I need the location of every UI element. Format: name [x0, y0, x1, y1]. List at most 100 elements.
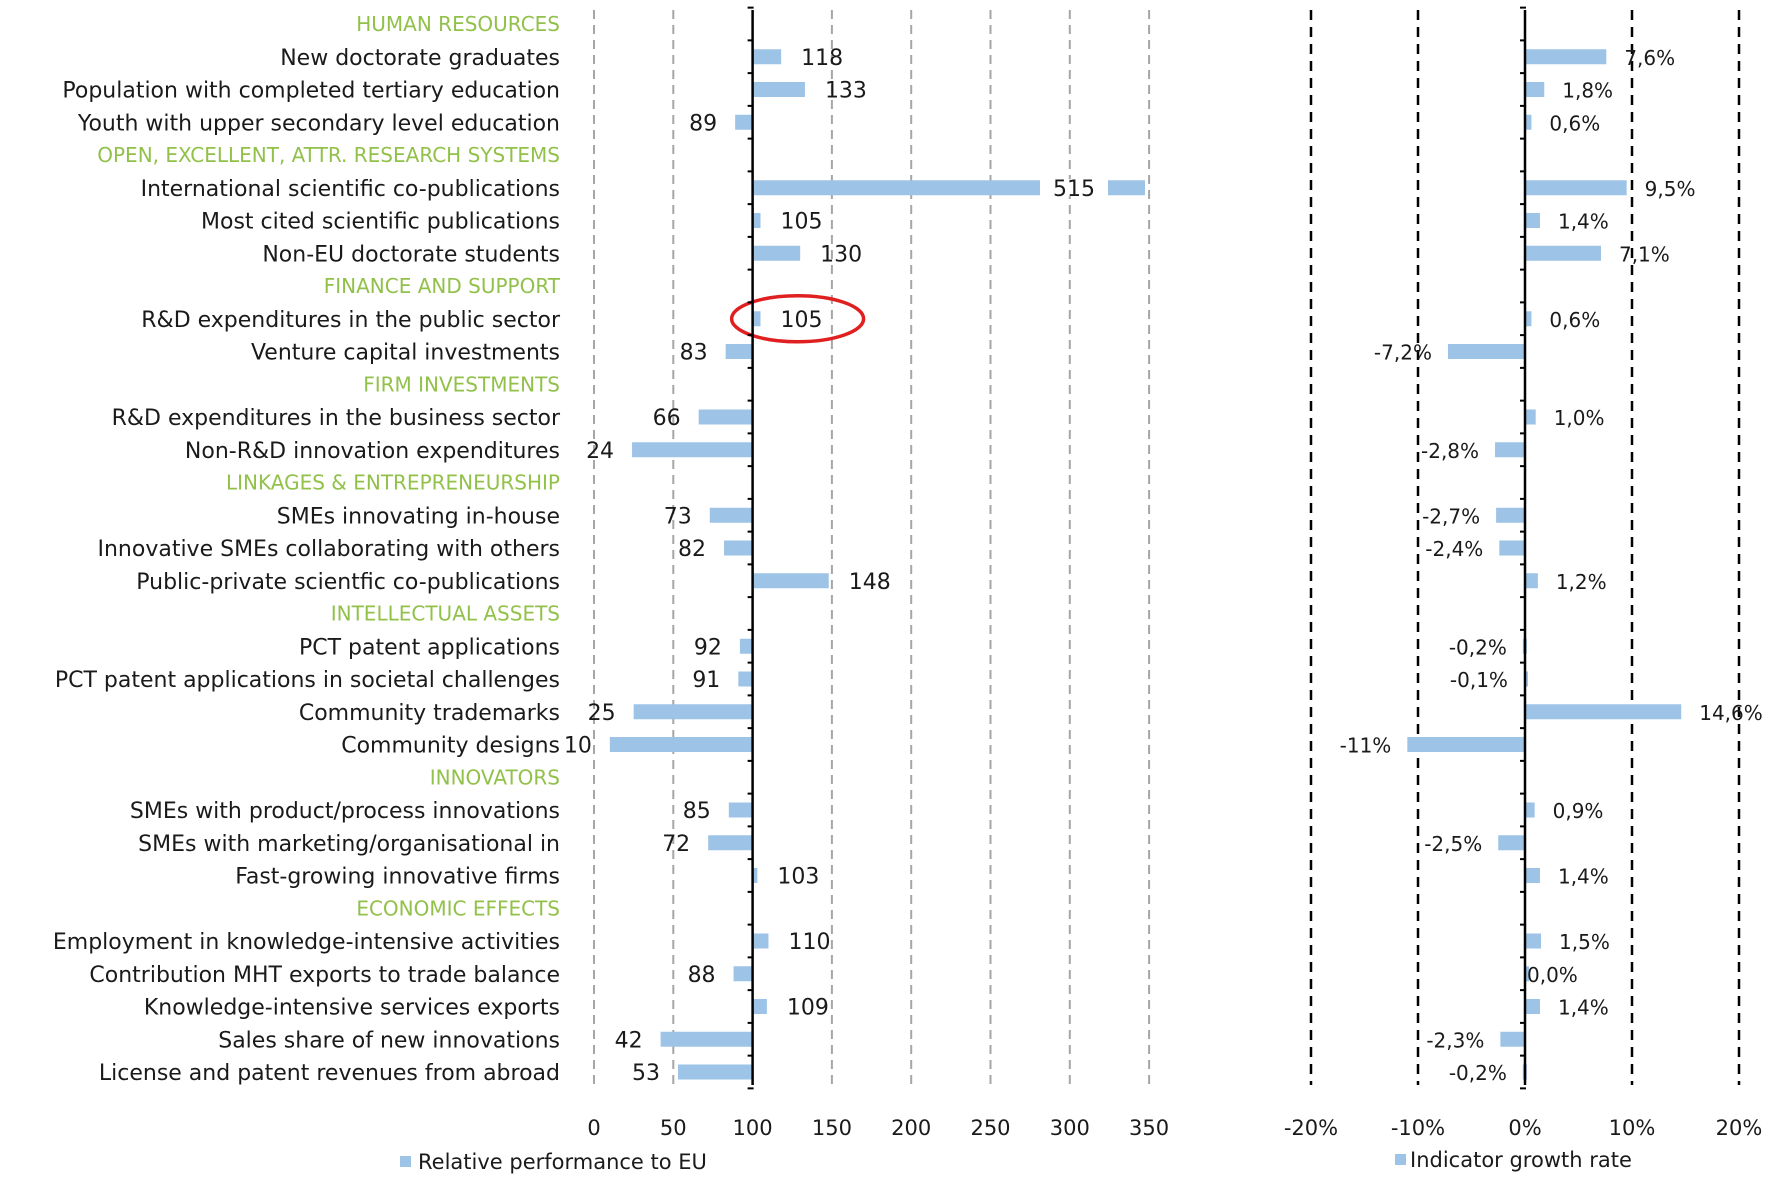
bars-layer	[609, 49, 1682, 1080]
growth-value-label: -0,2%	[1449, 635, 1507, 659]
perf-bar	[752, 573, 829, 589]
row-label: Non-R&D innovation expenditures	[185, 439, 560, 464]
growth-value-label: 1,5%	[1559, 930, 1610, 954]
growth-bar	[1495, 442, 1525, 458]
growth-bar	[1525, 704, 1682, 720]
perf-bar	[728, 802, 753, 818]
growth-value-label: -11%	[1340, 734, 1392, 758]
section-label: INNOVATORS	[430, 765, 560, 789]
highlight-circle	[729, 294, 866, 344]
row-label: Public-private scientfic co-publications	[136, 570, 560, 595]
row-label: PCT patent applications in societal chal…	[55, 668, 560, 693]
perf-value-label: 89	[689, 111, 717, 136]
growth-bar	[1499, 540, 1525, 556]
growth-value-label: -0,1%	[1450, 668, 1508, 692]
growth-value-label: -2,4%	[1425, 537, 1483, 561]
perf-value-label: 118	[801, 46, 843, 71]
perf-bar	[752, 213, 761, 228]
growth-value-label: 1,4%	[1558, 996, 1609, 1020]
row-label: Population with completed tertiary educa…	[62, 79, 560, 104]
growth-bar	[1525, 245, 1601, 261]
perf-value-label: 103	[777, 865, 819, 890]
row-label: SMEs with marketing/organisational in	[138, 832, 560, 857]
right-legend-swatch	[1395, 1154, 1406, 1165]
growth-bar	[1407, 737, 1525, 752]
perf-value-label: 92	[694, 635, 722, 660]
row-label: Most cited scientific publications	[201, 210, 560, 235]
growth-value-label: -2,8%	[1421, 439, 1479, 463]
growth-value-label: 1,8%	[1562, 79, 1613, 103]
perf-value-label: 25	[588, 701, 616, 726]
perf-bar	[633, 704, 753, 720]
row-label: Employment in knowledge-intensive activi…	[53, 930, 560, 955]
section-label: FIRM INVESTMENTS	[363, 372, 560, 396]
perf-value-label: 83	[680, 341, 708, 366]
section-label: LINKAGES & ENTREPRENEURSHIP	[226, 471, 560, 495]
growth-value-label: 1,0%	[1554, 406, 1605, 430]
left-tick-label: 0	[587, 1116, 600, 1140]
perf-value-label: 66	[653, 406, 681, 431]
growth-bar	[1525, 213, 1540, 228]
perf-bar	[709, 507, 753, 523]
left-tick-label: 100	[733, 1116, 773, 1140]
growth-bar	[1447, 344, 1525, 359]
row-label: Youth with upper secondary level educati…	[77, 111, 560, 136]
left-tick-label: 200	[891, 1116, 931, 1140]
row-label: Innovative SMEs collaborating with other…	[97, 537, 560, 562]
left-tick-label: 250	[970, 1116, 1010, 1140]
perf-bar	[725, 344, 753, 359]
perf-bar	[698, 409, 753, 425]
grid-layer	[593, 10, 1741, 1085]
perf-bar	[738, 671, 753, 687]
perf-bar	[752, 245, 801, 261]
row-label: Sales share of new innovations	[218, 1028, 560, 1053]
perf-value-label: 10	[564, 734, 592, 759]
perf-bar	[752, 311, 761, 327]
perf-value-label: 85	[683, 799, 711, 824]
growth-bar	[1500, 1031, 1525, 1047]
growth-value-label: 7,6%	[1624, 46, 1675, 70]
growth-value-label: 1,4%	[1558, 865, 1609, 889]
perf-bar	[660, 1031, 753, 1047]
perf-value-label: 73	[664, 504, 692, 529]
right-tick-label: -10%	[1391, 1116, 1445, 1140]
perf-value-label: 148	[849, 570, 891, 595]
growth-value-label: -7,2%	[1374, 341, 1432, 365]
left-tick-label: 50	[660, 1116, 687, 1140]
growth-bar	[1525, 409, 1536, 425]
left-tick-label: 300	[1050, 1116, 1090, 1140]
row-label: License and patent revenues from abroad	[99, 1061, 560, 1086]
growth-bar	[1525, 82, 1545, 97]
left-legend-label: Relative performance to EU	[418, 1150, 707, 1174]
growth-bar	[1525, 573, 1538, 589]
row-label: R&D expenditures in the business sector	[112, 406, 561, 431]
growth-bar	[1525, 311, 1532, 327]
section-label: INTELLECTUAL ASSETS	[331, 602, 560, 626]
section-label: OPEN, EXCELLENT, ATTR. RESEARCH SYSTEMS	[97, 143, 560, 167]
row-label: New doctorate graduates	[280, 46, 560, 71]
perf-bar	[609, 737, 753, 752]
perf-bar	[752, 82, 805, 97]
growth-value-label: 0,6%	[1549, 308, 1600, 332]
growth-bar	[1525, 933, 1542, 949]
growth-value-label: 0,0%	[1527, 963, 1578, 987]
labels-layer: HUMAN RESOURCES New doctorate graduates 11…	[53, 12, 1763, 1086]
perf-bar	[708, 835, 753, 851]
perf-bar	[678, 1064, 753, 1080]
row-label: International scientific co-publications	[141, 177, 560, 202]
perf-value-label: 133	[825, 79, 867, 104]
left-legend-swatch	[400, 1156, 411, 1167]
perf-value-label: 88	[688, 963, 716, 988]
row-label: Contribution MHT exports to trade balanc…	[89, 963, 560, 988]
perf-value-label: 105	[781, 210, 823, 235]
left-tick-label: 150	[812, 1116, 852, 1140]
row-label: Knowledge-intensive services exports	[144, 996, 560, 1021]
perf-bar	[752, 49, 782, 65]
perf-bar	[752, 999, 767, 1014]
row-label: Venture capital investments	[251, 341, 560, 366]
perf-bar	[752, 868, 758, 883]
growth-value-label: 1,2%	[1556, 570, 1607, 594]
growth-bar	[1525, 999, 1540, 1014]
growth-bar	[1525, 966, 1529, 982]
